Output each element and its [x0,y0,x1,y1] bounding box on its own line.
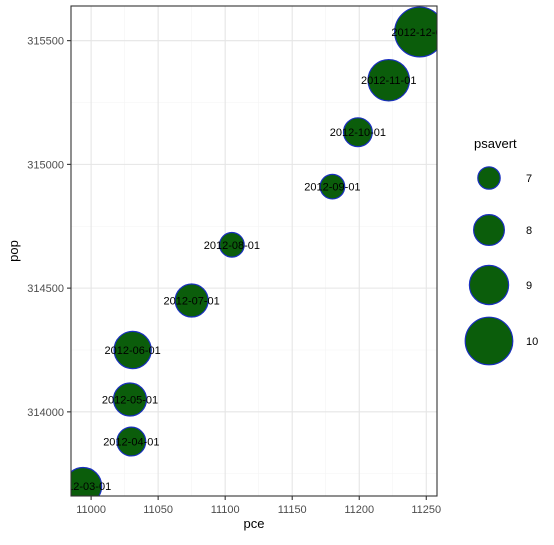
data-label: 2012-08-01 [204,240,260,252]
data-label: 2012-04-01 [103,437,159,449]
legend-key-circle [464,316,514,366]
data-point [113,330,152,370]
data-labels-layer: 2012-03-01 2012-04-01 2012-05-01 2012-06-01… [55,27,447,493]
legend-key-label: 10 [526,336,538,348]
y-tick-label: 315500 [27,36,64,48]
legend-key-circle [473,214,506,247]
x-tick-label: 11100 [211,504,240,516]
x-tick-label: 11200 [344,504,374,516]
data-label: 2012-06-01 [105,345,161,357]
data-point [342,117,373,148]
data-label: 2012-12-01 [391,27,447,39]
legend-key-circle [477,166,501,190]
data-point [174,283,209,318]
data-label: 2012-05-01 [102,394,158,406]
legend-key-label: 9 [526,280,532,292]
data-label: 2012-07-01 [164,295,220,307]
legend: psavert 7 8 9 10 [464,136,538,366]
x-tick-label: 11050 [143,504,173,516]
panel-border [70,5,438,497]
x-axis-title: pce [244,516,265,531]
legend-key-circle [468,264,510,306]
data-point [112,382,148,417]
legend-keys: 7 8 9 10 [464,166,538,366]
data-point [394,6,437,58]
y-axis-title: pop [6,240,21,262]
data-label: 2012-11-01 [361,75,416,87]
data-point [367,58,411,102]
x-tick-label: 11250 [411,504,441,516]
legend-title: psavert [474,136,517,151]
x-tick-label: 11150 [278,504,307,516]
data-point [116,426,147,457]
legend-key-label: 8 [526,225,532,237]
data-point [71,466,103,496]
data-point [218,231,245,258]
y-tick-label: 314500 [27,283,64,295]
legend-key-label: 7 [526,173,532,185]
y-tick-label: 314000 [27,407,64,419]
data-label: 2012-10-01 [330,127,386,139]
data-label: 2012-03-01 [55,481,111,493]
x-tick-label: 11000 [76,504,106,516]
points-layer [71,6,437,496]
y-tick-label: 315000 [27,159,64,171]
axes-layer: 11000 11050 11100 11150 11200 11250 314000 3145… [27,36,441,516]
data-point [319,173,346,200]
data-label: 2012-09-01 [304,182,360,194]
